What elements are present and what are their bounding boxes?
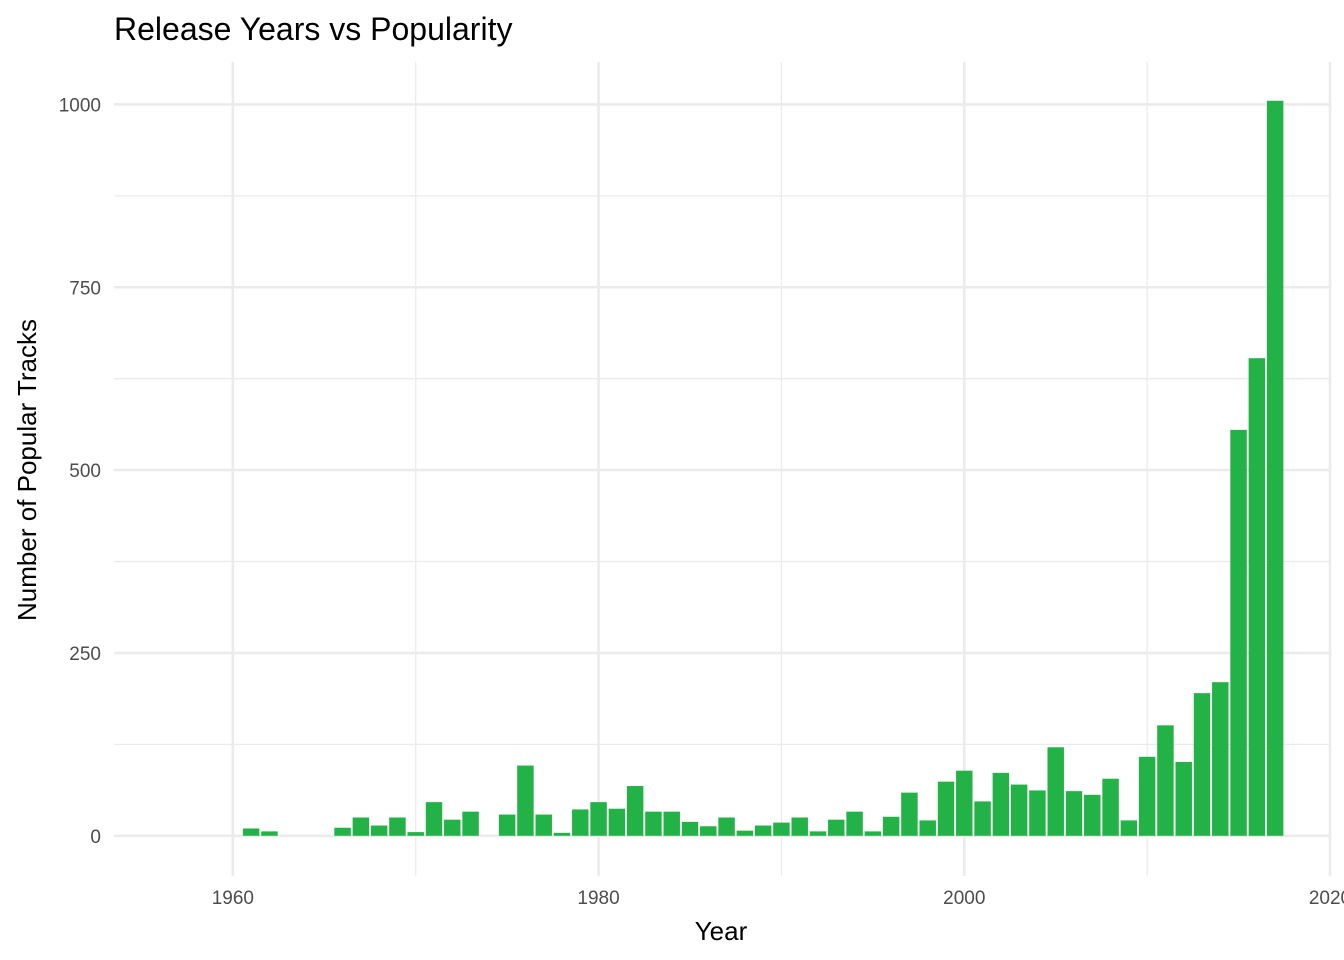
x-tick-label: 1980 — [577, 888, 619, 909]
bar-1998 — [919, 820, 936, 836]
bar-1999 — [937, 781, 955, 836]
bar-1991 — [791, 817, 808, 836]
bar-2000 — [956, 770, 973, 836]
bar-1969 — [389, 817, 406, 836]
bar-2011 — [1157, 725, 1174, 836]
bar-2013 — [1193, 693, 1211, 836]
chart-title: Release Years vs Popularity — [114, 11, 512, 47]
bar-1988 — [736, 830, 754, 836]
bar-1987 — [718, 817, 735, 836]
bar-2008 — [1102, 778, 1119, 836]
bar-1980 — [590, 802, 607, 836]
bar-1975 — [498, 814, 516, 836]
bar-1994 — [846, 811, 863, 836]
bar-1976 — [517, 765, 534, 836]
bar-2001 — [974, 801, 991, 836]
bar-1970 — [407, 832, 424, 836]
grid — [114, 62, 1332, 876]
bar-1978 — [553, 832, 571, 836]
bar-1971 — [425, 802, 443, 836]
bar-1993 — [828, 819, 845, 836]
y-tick-label: 750 — [69, 278, 101, 299]
bar-2015 — [1230, 429, 1247, 836]
y-tick-label: 500 — [69, 461, 101, 482]
bar-1979 — [572, 809, 589, 836]
bar-2002 — [992, 772, 1010, 836]
y-tick-label: 1000 — [59, 95, 101, 116]
x-axis-title: Year — [695, 916, 748, 946]
bar-1986 — [700, 826, 717, 836]
bar-1972 — [444, 819, 461, 836]
bar-1973 — [462, 811, 479, 836]
bar-1990 — [773, 822, 790, 836]
bars — [242, 100, 1284, 836]
bar-1995 — [864, 831, 882, 836]
bar-2014 — [1212, 682, 1229, 836]
bar-1989 — [754, 825, 772, 836]
bar-2012 — [1175, 761, 1192, 836]
y-tick-label: 250 — [69, 644, 101, 665]
bar-2017 — [1266, 100, 1284, 836]
bar-2010 — [1138, 756, 1156, 836]
bar-2003 — [1010, 784, 1028, 836]
bar-1962 — [261, 831, 278, 836]
bar-2006 — [1065, 791, 1083, 836]
bar-2004 — [1029, 790, 1046, 836]
x-tick-label: 1960 — [212, 888, 254, 909]
bar-1977 — [535, 814, 552, 836]
bar-1992 — [809, 831, 827, 836]
bar-2007 — [1084, 794, 1101, 836]
bar-2016 — [1248, 358, 1266, 836]
bar-1961 — [242, 828, 260, 836]
bar-1985 — [681, 821, 699, 836]
bar-2009 — [1120, 820, 1138, 836]
bar-1967 — [352, 817, 370, 836]
bar-1984 — [663, 811, 680, 836]
y-axis-ticks: 0 250 500 750 1000 — [59, 95, 101, 847]
bar-1997 — [901, 792, 918, 836]
bar-1996 — [882, 816, 900, 836]
bar-1966 — [334, 827, 351, 836]
bar-2005 — [1047, 747, 1064, 836]
y-tick-label: 0 — [90, 827, 101, 848]
y-axis-title: Number of Popular Tracks — [12, 319, 42, 621]
bar-1981 — [608, 808, 626, 836]
bar-1968 — [370, 825, 388, 836]
bar-1983 — [645, 811, 662, 836]
bar-1982 — [626, 786, 644, 836]
x-tick-label: 2000 — [943, 888, 985, 909]
